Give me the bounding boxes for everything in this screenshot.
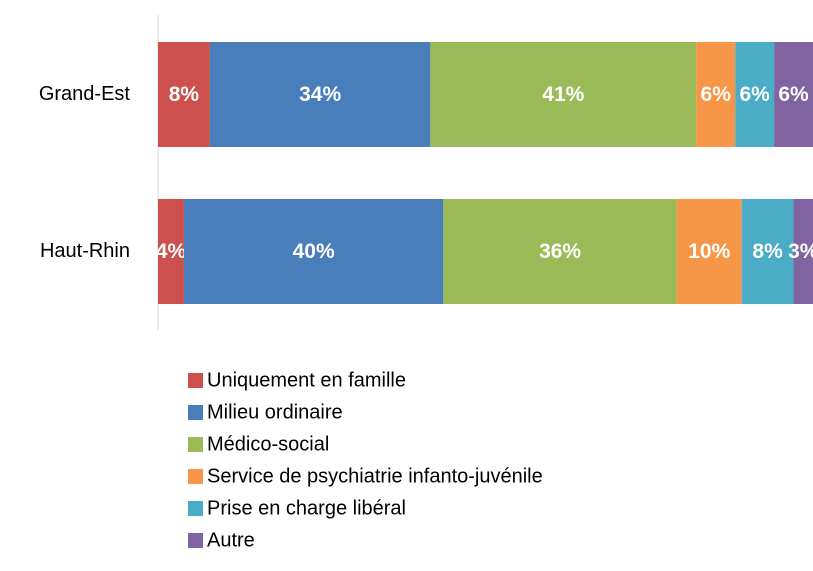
bar-segment [209,42,431,147]
bar-segment [774,42,813,147]
data-label: 41% [542,83,584,106]
data-label: 36% [539,240,581,263]
data-label: 34% [299,83,341,106]
bar-segment [158,199,184,304]
data-label: 6% [778,83,809,106]
data-label: 4% [156,240,187,263]
bar-segment [443,199,677,304]
bar-segment [183,199,444,304]
legend-label: Prise en charge libéral [207,497,406,519]
bar-segment [741,199,794,304]
legend-label: Médico-social [207,433,329,455]
legend-label: Autre [207,529,255,551]
bar-segment [676,199,742,304]
bar-segment [735,42,775,147]
legend-swatch [188,469,203,484]
legend-label: Service de psychiatrie infanto-juvénile [207,465,543,487]
data-label: 8% [169,83,200,106]
bar-segment [158,42,210,147]
legend-swatch [188,373,203,388]
legend-swatch [188,501,203,516]
legend-label: Uniquement en famille [207,369,406,391]
legend-swatch [188,533,203,548]
bar-segment [430,42,697,147]
data-label: 8% [752,240,783,263]
bar-segment [793,199,813,304]
bar-segment [696,42,736,147]
legend-swatch [188,437,203,452]
category-label: Grand-Est [39,83,131,105]
legend-label: Milieu ordinaire [207,401,343,423]
data-label: 6% [739,83,770,106]
data-label: 40% [293,240,335,263]
data-label: 6% [701,83,732,106]
legend-swatch [188,405,203,420]
data-label: 3% [788,240,813,263]
category-label: Haut-Rhin [40,240,130,262]
data-label: 10% [688,240,730,263]
